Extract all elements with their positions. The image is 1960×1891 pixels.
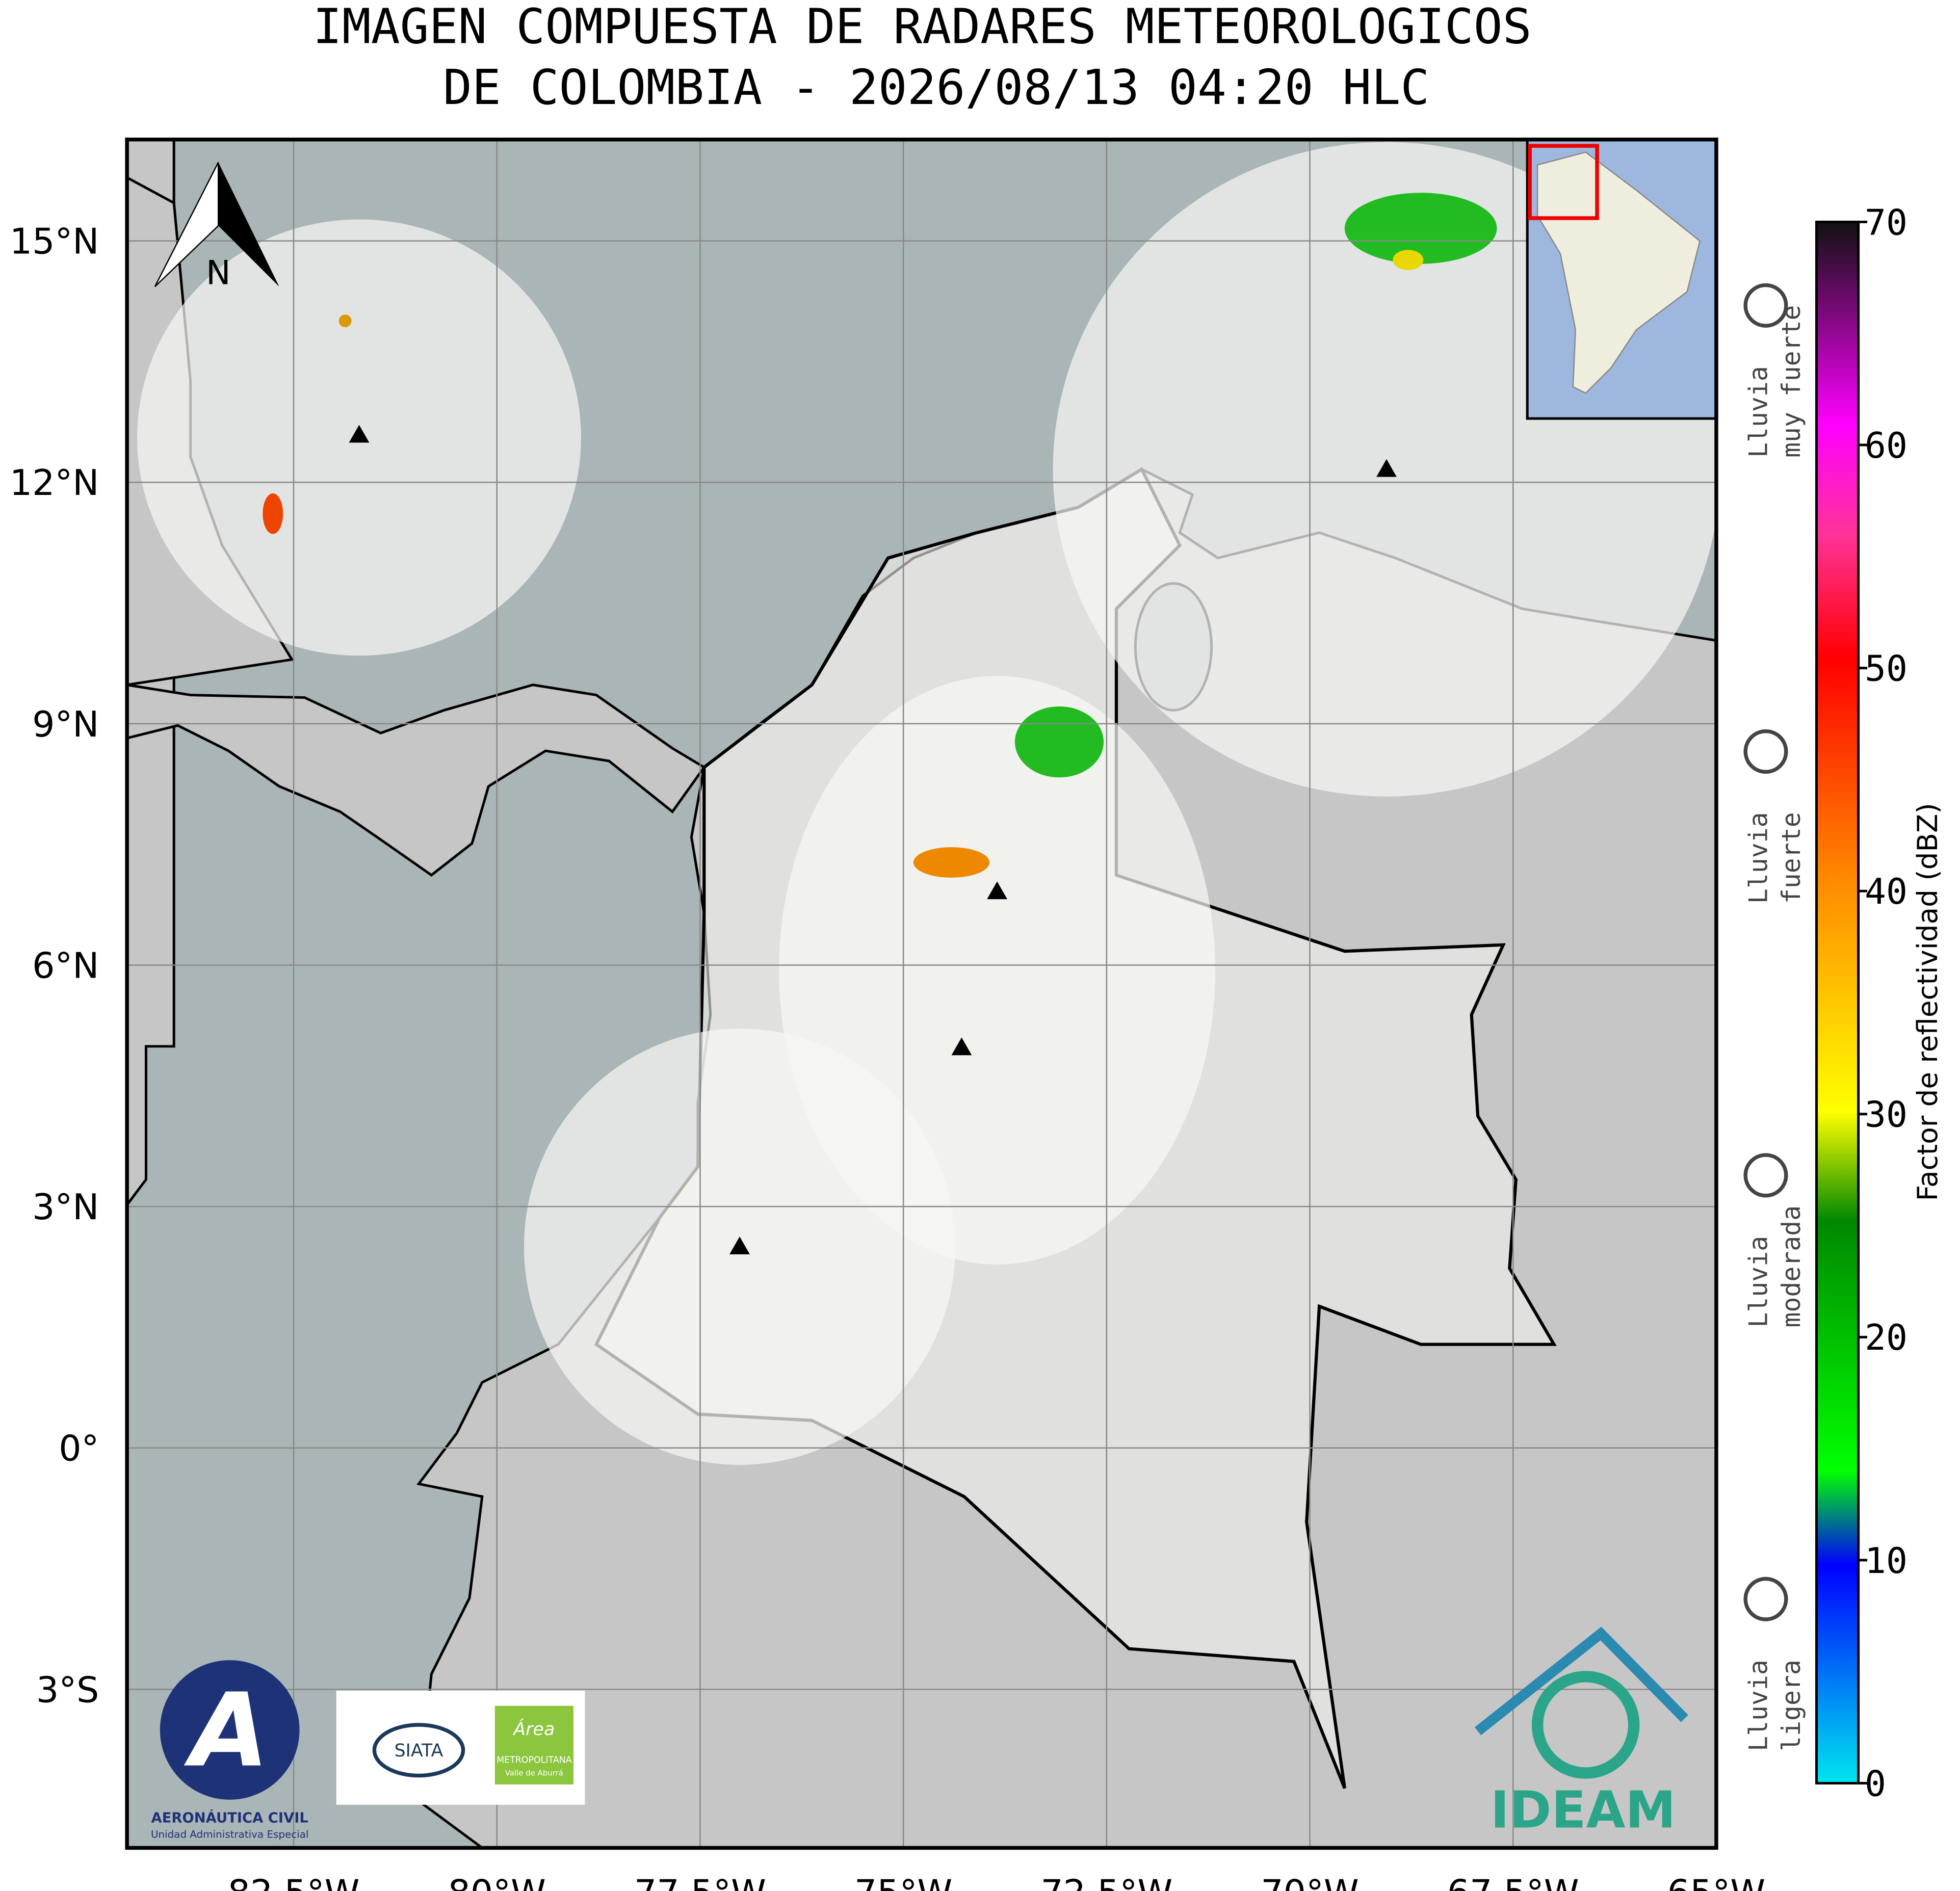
lon-tick-label: 65°W — [1667, 1872, 1765, 1891]
lat-tick-label: 6°N — [32, 945, 99, 986]
colorbar-tick-label: 30 — [1865, 1094, 1907, 1136]
lon-tick-label: 77.5°W — [634, 1872, 766, 1891]
colorbar — [1815, 220, 1860, 1784]
echo — [913, 847, 990, 878]
colorbar-tick-label: 10 — [1865, 1540, 1907, 1582]
colorbar-tick-label: 0 — [1865, 1763, 1886, 1804]
lon-tick-label: 82.5°W — [228, 1872, 360, 1891]
colorbar-tick-label: 70 — [1865, 202, 1907, 243]
inset-map — [1526, 139, 1716, 420]
radar-site — [1376, 459, 1397, 477]
logo-text: SIATA — [394, 1741, 443, 1761]
rain-category-label: Lluvia — [1743, 812, 1773, 904]
lat-tick-label: 3°N — [32, 1187, 99, 1228]
rain-category-label: Lluvia — [1743, 1660, 1773, 1751]
radar-site — [349, 425, 370, 443]
title-line: IMAGEN COMPUESTA DE RADARES METEOROLOGIC… — [313, 0, 1532, 55]
radar-sites — [349, 425, 1397, 1254]
north-label: N — [206, 254, 230, 292]
rain-category-label: moderada — [1776, 1205, 1806, 1328]
lat-tick-label: 3°S — [36, 1669, 99, 1711]
aerocivil-logo: A AERONÁUTICA CIVIL Unidad Administrativ… — [151, 1660, 308, 1840]
lon-tick-label: 67.5°W — [1447, 1872, 1579, 1891]
echo — [338, 314, 352, 327]
colorbar-tick-label: 50 — [1865, 648, 1907, 689]
logo-text: Área — [512, 1718, 555, 1740]
lon-tick-label: 80°W — [448, 1872, 546, 1891]
rain-icon — [1743, 729, 1788, 774]
colorbar-tick-label: 20 — [1865, 1317, 1907, 1358]
echo — [1393, 250, 1424, 270]
svg-text:A: A — [184, 1671, 269, 1790]
echo — [1014, 706, 1104, 778]
logo-text: IDEAM — [1491, 1781, 1676, 1840]
lat-tick-label: 0° — [59, 1428, 99, 1469]
colorbar-label: Factor de reflectividad (dBZ) — [1911, 803, 1944, 1201]
map-frame — [125, 137, 1718, 1850]
rain-icon — [1743, 1153, 1788, 1198]
radar-site — [729, 1237, 750, 1254]
echo — [1344, 193, 1497, 264]
ideam-logo: IDEAM — [1474, 1626, 1688, 1840]
radar-site — [987, 881, 1007, 900]
lon-tick-label: 70°W — [1261, 1872, 1358, 1891]
lon-tick-label: 72.5°W — [1040, 1872, 1172, 1891]
lon-tick-label: 75°W — [854, 1872, 952, 1891]
central-america — [127, 176, 706, 877]
colorbar-tick-label: 40 — [1865, 871, 1907, 912]
echo — [263, 493, 283, 534]
graticule — [127, 139, 1716, 1848]
logo-text: AERONÁUTICA CIVIL — [151, 1810, 308, 1826]
title-line: DE COLOMBIA - 2026/08/13 04:20 HLC — [443, 60, 1429, 116]
rain-category-label: muy fuerte — [1776, 305, 1806, 458]
lat-tick-label: 9°N — [32, 704, 99, 745]
rain-category-label: Lluvia — [1743, 1236, 1773, 1328]
siata-area-logo: SIATA Área METROPOLITANA Valle de Aburrá — [336, 1690, 585, 1805]
radar-site — [951, 1037, 972, 1056]
rain-icon — [1743, 1577, 1788, 1621]
rain-category-label: ligera — [1776, 1660, 1806, 1751]
rain-category-label: fuerte — [1776, 812, 1806, 904]
logo-text: Unidad Administrativa Especial — [151, 1828, 308, 1840]
lat-tick-label: 12°N — [10, 462, 99, 504]
rain-category-label: Lluvia — [1743, 366, 1773, 458]
logo-text: METROPOLITANA — [496, 1755, 572, 1766]
logo-text: Valle de Aburrá — [505, 1769, 563, 1778]
rain-icon — [1743, 283, 1788, 328]
lat-tick-label: 15°N — [10, 221, 99, 262]
map-area: N A AERONÁUTICA CIVIL Unidad Administrat… — [127, 139, 1716, 1848]
colorbar-tick-label: 60 — [1865, 425, 1907, 466]
